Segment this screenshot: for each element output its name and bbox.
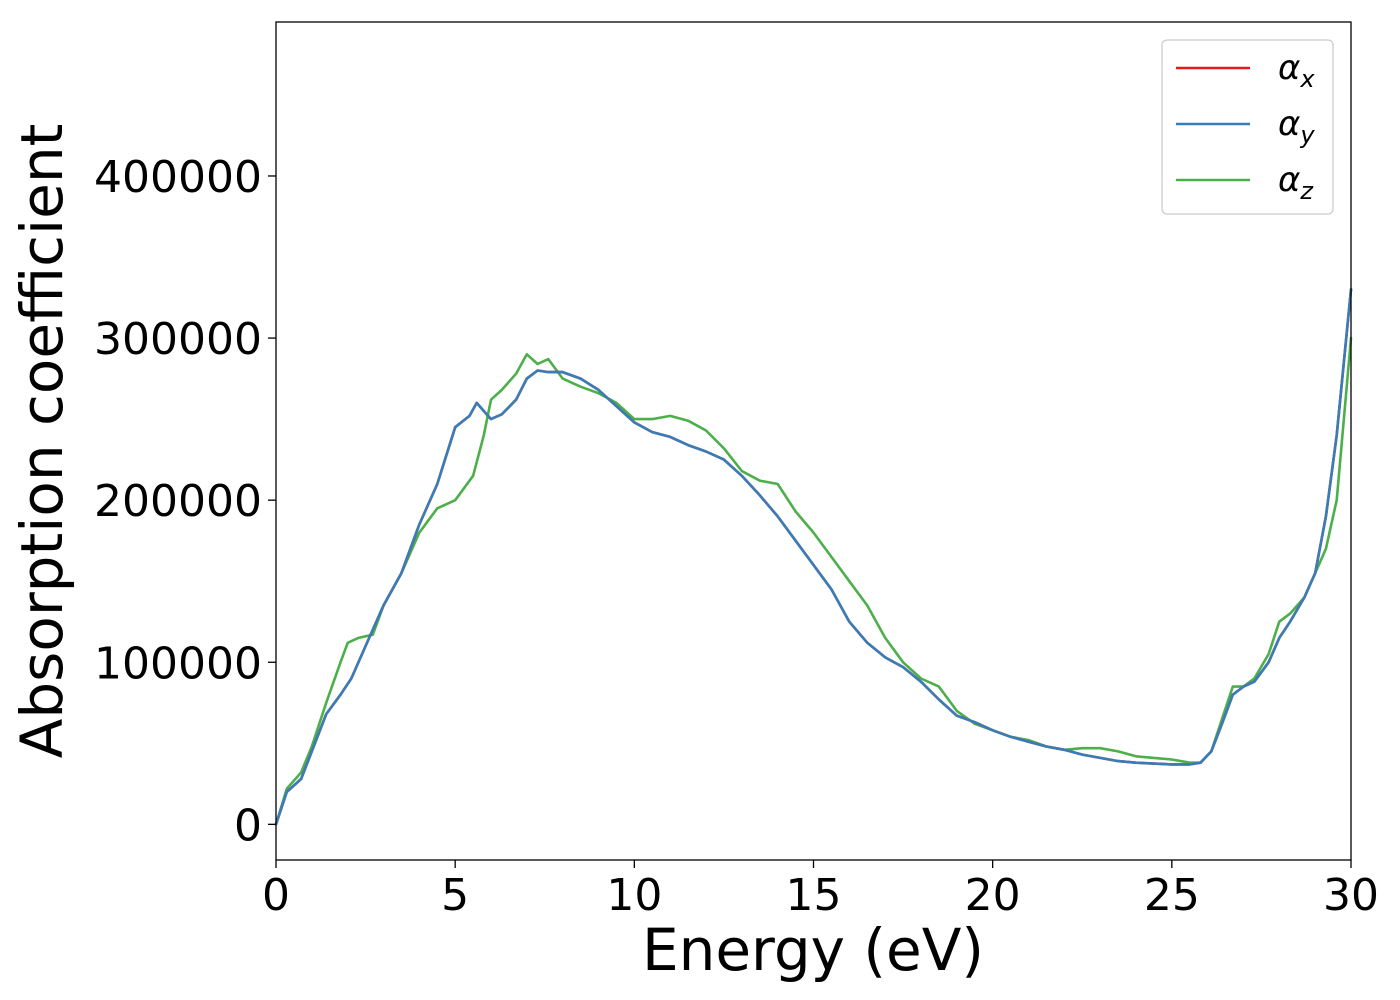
y-tick-label: 300000 xyxy=(94,314,262,365)
y-tick-label: 100000 xyxy=(94,638,262,689)
x-axis-title: Energy (eV) xyxy=(642,916,984,984)
y-tick-label: 400000 xyxy=(94,152,262,203)
y-tick-label: 0 xyxy=(234,800,262,851)
series-line-alpha-y xyxy=(274,288,1353,826)
x-tick-label: 30 xyxy=(1323,870,1379,921)
legend-frame xyxy=(1161,39,1334,215)
x-axis: 0 5 10 15 20 25 30 xyxy=(262,860,1379,921)
x-tick-label: 25 xyxy=(1144,870,1200,921)
x-tick-label: 5 xyxy=(441,870,469,921)
x-tick-label: 15 xyxy=(786,870,842,921)
x-tick-label: 20 xyxy=(965,870,1021,921)
x-tick-label: 0 xyxy=(262,870,290,921)
y-tick-label: 200000 xyxy=(94,476,262,527)
y-axis: 0 100000 200000 300000 400000 xyxy=(94,152,276,851)
y-axis-title: Absorption coefficient xyxy=(8,124,76,759)
series-layer xyxy=(274,288,1353,826)
x-tick-label: 10 xyxy=(606,870,662,921)
